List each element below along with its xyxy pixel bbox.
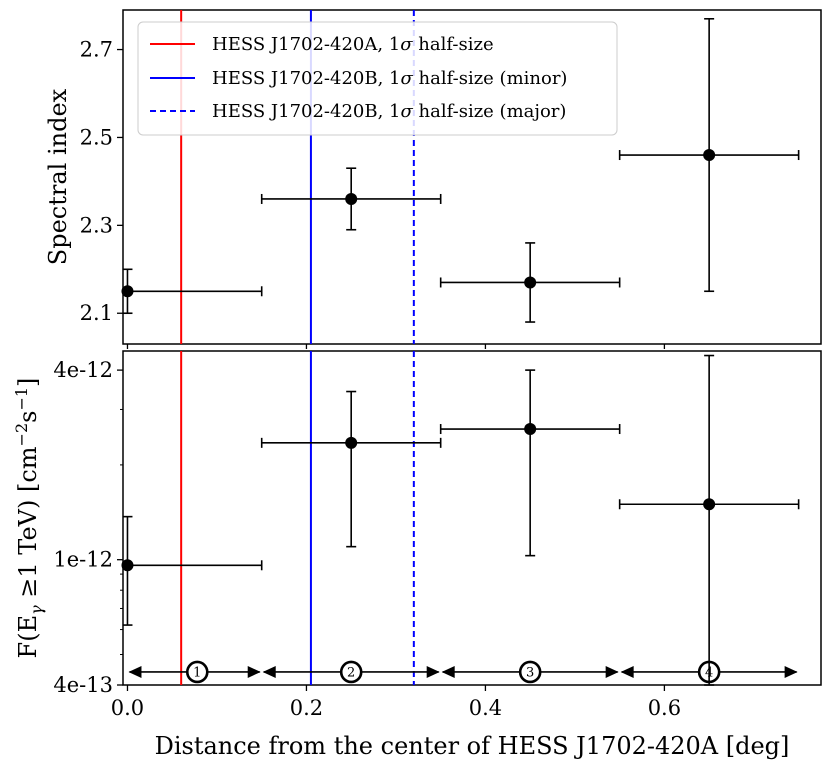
region-circle-2	[339, 660, 363, 684]
region-arrowhead-left-2	[262, 665, 276, 678]
top-marker-2	[345, 192, 358, 205]
top-point-4	[618, 17, 800, 293]
top-ylabel: Spectral index	[44, 88, 72, 265]
region-number-3: 3	[526, 665, 534, 680]
legend-box	[137, 21, 618, 136]
bottom-ytick-label-1: 4e-13	[53, 673, 113, 697]
bottom-ytick-label-2: 1e-12	[53, 548, 113, 572]
bottom-marker-1	[121, 559, 134, 572]
bottom-marker-4	[703, 498, 716, 511]
legend: HESS J1702-420A, 1σ half-size HESS J1702…	[137, 21, 618, 136]
bottom-marker-2	[345, 436, 358, 449]
region-arrowhead-right-2	[426, 665, 440, 678]
bottom-axes-frame	[122, 350, 822, 686]
region-arrowhead-left-1	[128, 665, 142, 678]
x-axis-label: Distance from the center of HESS J1702-4…	[155, 732, 790, 760]
top-panel: 2.1 2.3 2.5 2.7 Spectral index HESS J1702-4…	[44, 9, 822, 349]
region-1: 1	[128, 660, 261, 684]
bottom-ytick-label-3: 4e-12	[53, 358, 113, 382]
legend-entry-a: HESS J1702-420A, 1σ half-size	[212, 34, 494, 55]
bottom-xtick-label-3: 0.4	[469, 696, 502, 720]
legend-entry-b-minor: HESS J1702-420B, 1σ half-size (minor)	[212, 68, 567, 89]
top-marker-3	[524, 276, 537, 289]
region-arrowhead-right-3	[605, 665, 619, 678]
region-number-2: 2	[347, 665, 355, 680]
bottom-point-4	[618, 354, 800, 686]
region-circle-1	[185, 660, 209, 684]
bottom-xtick-label-4: 0.6	[648, 696, 681, 720]
region-number-1: 1	[193, 665, 201, 680]
top-ytick-label-1: 2.1	[80, 301, 113, 325]
legend-entry-b-major: HESS J1702-420B, 1σ half-size (major)	[212, 101, 566, 122]
region-arrowhead-right-4	[784, 665, 798, 678]
top-ytick-label-4: 2.7	[80, 38, 113, 62]
bottom-xtick-label-2: 0.2	[290, 696, 323, 720]
bottom-point-2	[260, 390, 442, 548]
top-point-1	[121, 268, 263, 315]
top-axes-frame	[122, 9, 822, 345]
region-circle-3	[518, 660, 542, 684]
bottom-point-1	[121, 515, 263, 626]
top-ytick-label-2: 2.3	[80, 213, 113, 237]
region-arrowhead-right-1	[247, 665, 261, 678]
region-arrowhead-left-3	[441, 665, 455, 678]
bottom-ylabel: F(Eγ ≥1 TeV) [cm−2s−1]	[12, 378, 46, 659]
top-marker-1	[121, 285, 134, 298]
bottom-point-3	[439, 369, 621, 557]
top-ytick-label-3: 2.5	[80, 125, 113, 149]
bottom-marker-3	[524, 423, 537, 436]
top-marker-4	[703, 149, 716, 162]
region-3: 3	[441, 660, 619, 684]
top-point-3	[439, 242, 621, 323]
region-arrowhead-left-4	[620, 665, 634, 678]
top-point-2	[260, 167, 442, 231]
region-2: 2	[262, 660, 440, 684]
bottom-xtick-label-1: 0.0	[111, 696, 144, 720]
